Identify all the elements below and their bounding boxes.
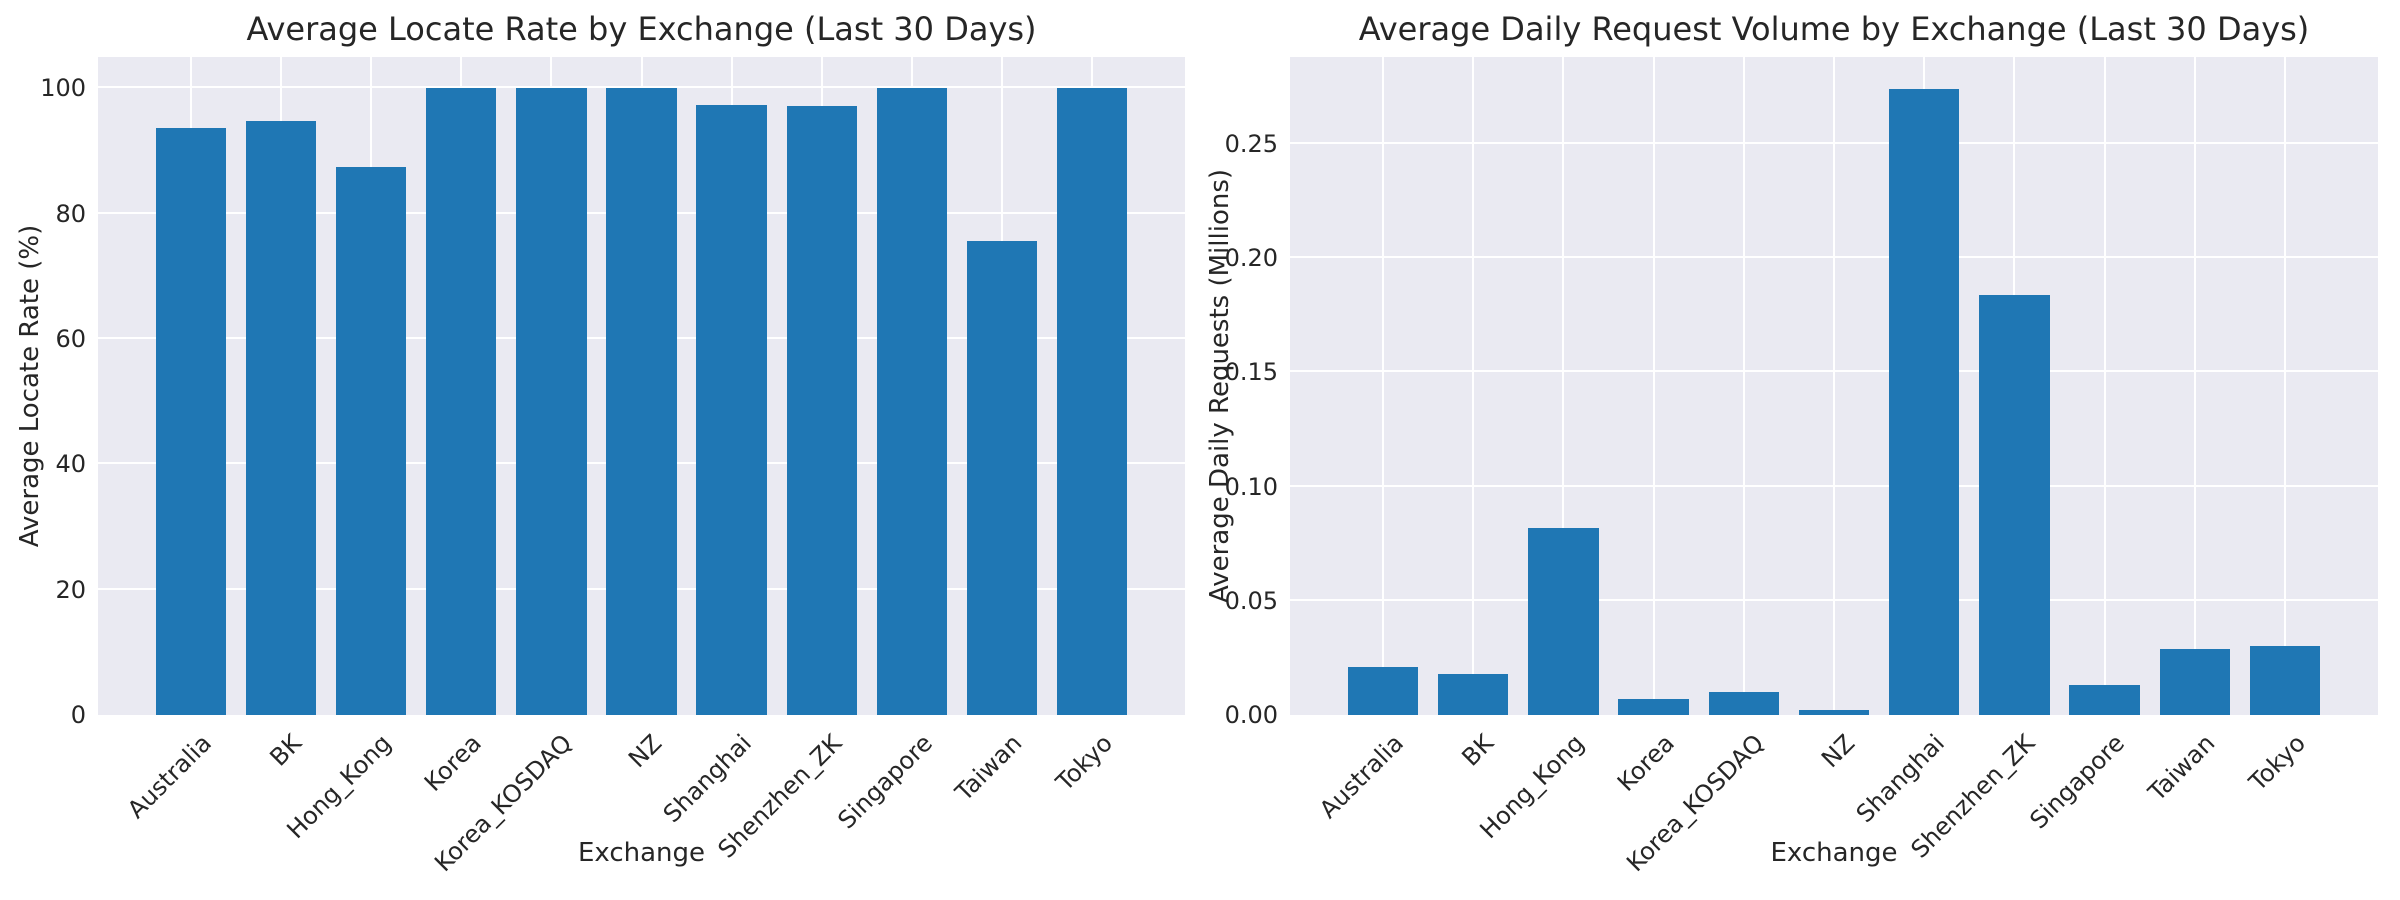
bar-Shenzhen_ZK [1979,294,2050,715]
bar-Singapore [2069,685,2140,715]
bar-NZ [1798,710,1870,715]
y-tick-label: 40 [55,450,86,479]
bar-Taiwan [2159,648,2230,715]
x-tick-label: Singapore [832,729,938,835]
x-tick-label: Korea [419,729,488,797]
plot-area: 0 20 40 60 80 100 Australia BK Hong_Kong Korea Kor… [40,57,1185,877]
bar-Korea [1618,699,1689,715]
x-tick-label: NZ [623,729,668,774]
bar-Shenzhen_ZK [786,105,857,715]
locate-rate-chart: Average Locate Rate by Exchange (Last 30… [15,10,1185,877]
x-tick-label: BK [264,729,307,772]
request-volume-chart: Average Daily Request Volume by Exchange… [1200,0,2400,900]
bar-Australia [155,128,227,715]
y-tick-label: 60 [55,325,86,353]
y-tick-label: 20 [55,575,86,604]
x-axis-label: Exchange [1770,838,1898,868]
v-gridline [2193,57,2196,715]
x-tick-label: Taiwan [2143,729,2221,807]
y-axis-label: Average Locate Rate (%) [15,224,45,548]
y-tick-label: 0.25 [1224,129,1278,158]
x-axis-label: Exchange [577,838,706,868]
x-tick-label: Tokyo [1050,729,1118,797]
y-tick-label: 0.10 [1224,472,1278,501]
y-tick-label: 0.20 [1224,244,1278,273]
bar-BK [246,120,317,715]
x-tick-label: BK [1456,729,1500,772]
x-tick-label: Singapore [2024,729,2131,835]
bar-Korea_KOSDAQ [516,88,587,715]
x-tick-label: Australia [1314,729,1409,824]
bar-Hong_Kong [1528,527,1599,715]
v-gridline [1652,57,1655,715]
bar-Shanghai [1889,89,1960,715]
bar-Hong_Kong [336,167,407,715]
bar-Singapore [876,88,947,715]
bar-Australia [1347,667,1419,715]
bar-NZ [606,88,677,715]
bar-Tokyo [2249,646,2321,715]
bar-Shanghai [696,104,767,715]
y-tick-label: 0.00 [1224,701,1278,729]
bar-BK [1438,673,1509,715]
x-tick-label: Tokyo [2243,729,2311,797]
bar-Korea [426,88,497,715]
y-tick-label: 0.05 [1224,586,1278,615]
v-gridline [1562,57,1565,715]
bar-Tokyo [1056,88,1128,715]
bar-Taiwan [966,240,1037,715]
chart-title: Average Daily Request Volume by Exchange… [1358,10,2310,48]
y-tick-label: 80 [55,199,86,228]
v-gridline [2283,57,2286,715]
y-tick-label: 100 [40,74,86,103]
v-gridline [2103,57,2106,715]
x-tick-label: NZ [1815,729,1860,774]
y-tick-label: 0.15 [1224,358,1278,387]
y-tick-label: 0 [70,701,86,729]
x-tick-label: Australia [121,729,217,824]
bar-Korea_KOSDAQ [1708,692,1779,715]
v-gridline [1833,57,1835,715]
x-tick-label: Korea [1611,729,1680,797]
chart-title: Average Locate Rate by Exchange (Last 30… [246,10,1037,48]
x-tick-label: Taiwan [950,729,1028,807]
v-gridline [1472,57,1475,715]
v-gridline [1382,57,1385,715]
plot-area: 0.00 0.05 0.10 0.15 0.20 0.25 Australia BK Hong_… [1225,57,2378,877]
v-gridline [1742,57,1745,715]
